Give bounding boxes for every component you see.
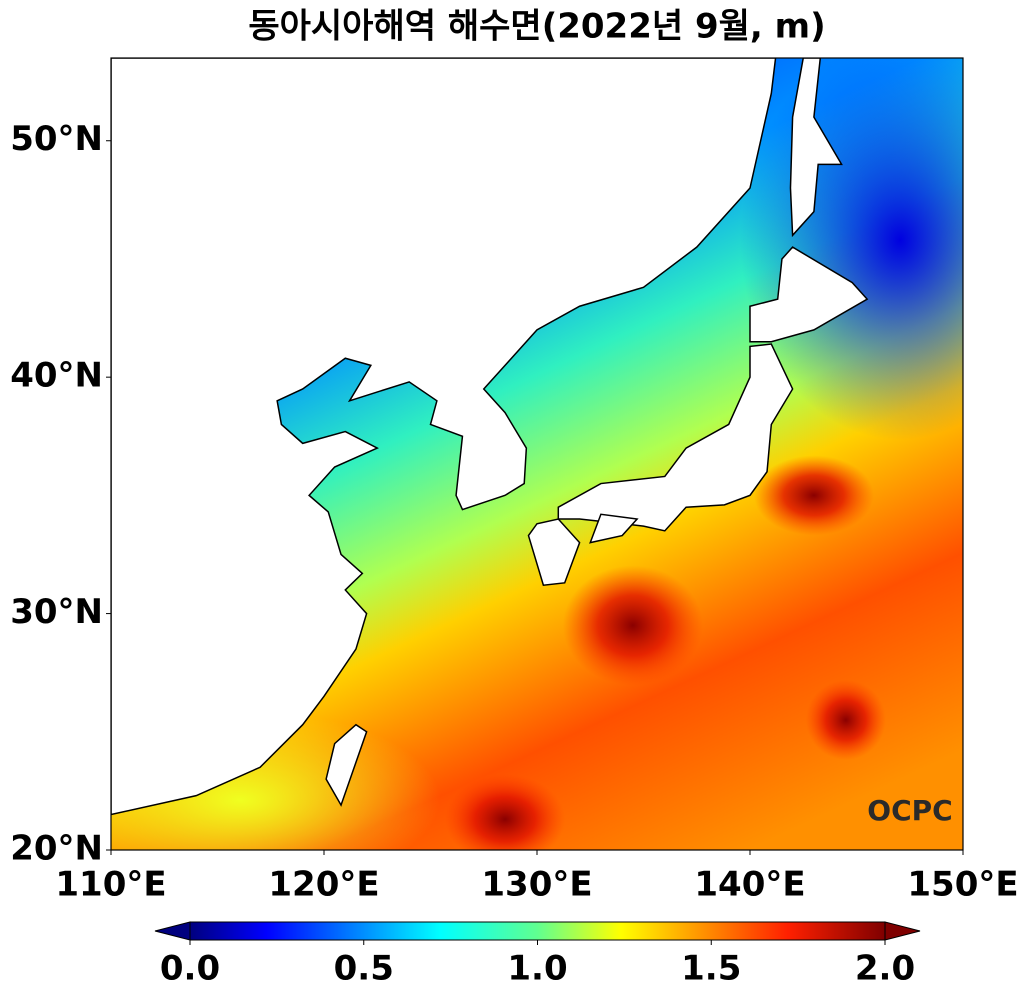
x-tick-label: 110°E: [55, 865, 166, 905]
chart-title: 동아시아해역 해수면(2022년 9월, m): [248, 7, 825, 47]
land: [789, 58, 843, 238]
field-blob: [805, 679, 886, 760]
land: [325, 723, 368, 807]
colorbar-extend-low: [154, 921, 191, 941]
field-blob: [753, 455, 874, 536]
y-tick-label: 40°N: [10, 356, 103, 396]
x-tick-label: 120°E: [268, 865, 379, 905]
x-tick-label: 150°E: [907, 865, 1018, 905]
x-tick-label: 130°E: [481, 865, 592, 905]
colorbar-extend-high: [884, 921, 921, 941]
colorbar-tick-label: 2.0: [855, 949, 915, 989]
colorbar-tick-label: 0.5: [334, 949, 394, 989]
land: [749, 246, 869, 343]
colorbar: [189, 921, 886, 941]
y-tick-label: 30°N: [10, 592, 103, 632]
land: [111, 58, 777, 816]
map: [111, 58, 963, 850]
y-tick-label: 20°N: [10, 829, 103, 869]
colorbar-tick-label: 0.0: [160, 949, 220, 989]
y-tick-label: 50°N: [10, 119, 103, 159]
logo: OCPC: [867, 794, 952, 827]
field-blob: [445, 774, 566, 850]
land: [589, 513, 639, 544]
land: [557, 343, 794, 532]
colorbar-tick-label: 1.5: [681, 949, 741, 989]
x-tick-label: 140°E: [694, 865, 805, 905]
colorbar-tick-label: 1.0: [507, 949, 567, 989]
field-blob: [562, 565, 703, 686]
land: [527, 518, 581, 587]
